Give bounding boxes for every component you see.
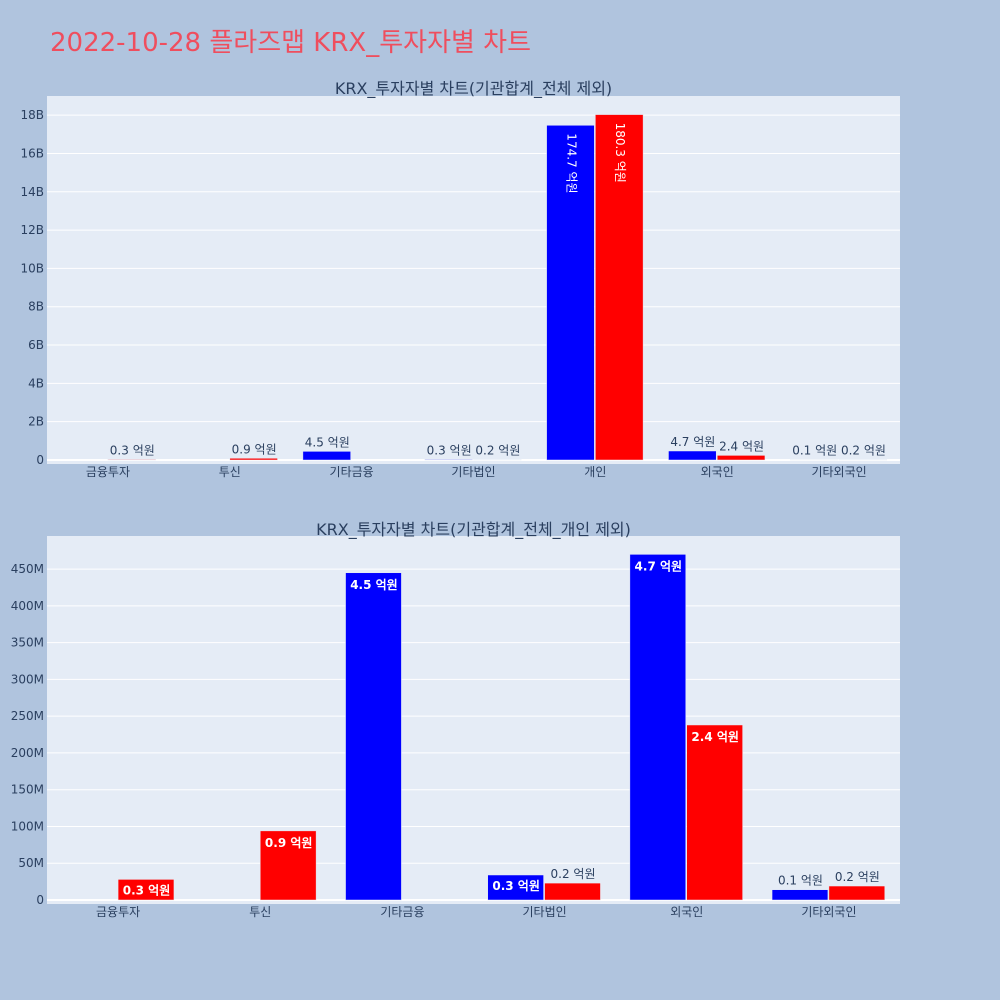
bar-series1[interactable]: [424, 459, 473, 461]
x-tick-label: 기타금융: [330, 465, 374, 479]
x-tick-label: 외국인: [701, 465, 734, 479]
data-label: 0.9 억원: [232, 442, 277, 456]
bar-series2[interactable]: [107, 459, 156, 461]
y-tick-label: 450M: [11, 562, 44, 576]
data-label: 4.7 억원: [635, 559, 683, 573]
y-tick-label: 8B: [28, 300, 44, 314]
x-tick-label: 투신: [219, 465, 241, 479]
data-label: 0.2 억원: [551, 867, 596, 881]
y-tick-label: 18B: [20, 108, 44, 122]
x-tick-label: 기타금융: [380, 905, 424, 919]
x-tick-label: 기타법인: [451, 465, 495, 479]
bar-series2[interactable]: [117, 879, 175, 901]
y-tick-label: 2B: [28, 415, 44, 429]
y-tick-label: 300M: [11, 672, 44, 686]
bar-series1[interactable]: [487, 874, 544, 901]
bar-series1[interactable]: [629, 554, 687, 901]
data-label: 0.2 억원: [475, 444, 520, 458]
page-title: 2022-10-28 플라즈맵 KRX_투자자별 차트: [50, 28, 532, 58]
bar-series2[interactable]: [686, 724, 743, 901]
chart-title: KRX_투자자별 차트(기관합계_전체_개인 제외): [316, 520, 631, 540]
data-label: 2.4 억원: [719, 439, 764, 453]
bar-series1[interactable]: [668, 450, 717, 461]
x-tick-label: 기타법인: [522, 905, 566, 919]
bar-series2[interactable]: [716, 455, 766, 461]
x-tick-label: 외국인: [670, 905, 703, 919]
data-label: 0.3 억원: [427, 443, 472, 457]
y-tick-label: 4B: [28, 376, 44, 390]
chart-title: KRX_투자자별 차트(기관합계_전체 제외): [335, 79, 612, 99]
y-tick-label: 150M: [11, 783, 44, 797]
data-label: 2.4 억원: [691, 730, 739, 744]
data-label: 0.1 억원: [778, 874, 823, 888]
bar-series1[interactable]: [302, 451, 351, 461]
x-tick-label: 개인: [584, 465, 606, 479]
y-tick-label: 16B: [20, 146, 44, 160]
data-label: 0.9 억원: [265, 836, 313, 850]
y-tick-label: 100M: [11, 819, 44, 833]
x-tick-label: 기타외국인: [811, 465, 866, 479]
chart-top: 0 2B 4B 6B 8B 10B 12B 14B 16B 18B KRX_투자자별 차트(기관합계…: [20, 79, 900, 479]
y-tick-label: 250M: [11, 709, 44, 723]
bar-series2[interactable]: [260, 830, 317, 901]
bar-series2[interactable]: [544, 882, 601, 901]
y-tick-label: 14B: [20, 185, 44, 199]
y-tick-label: 10B: [20, 261, 44, 275]
data-label: 4.5 억원: [350, 578, 398, 592]
data-label: 0.3 억원: [110, 443, 155, 457]
bar-series2[interactable]: [229, 458, 278, 461]
bar-series2[interactable]: [595, 114, 644, 461]
y-tick-label: 50M: [18, 856, 44, 870]
data-label: 180.3 억원: [613, 123, 627, 183]
y-tick-label: 400M: [11, 599, 44, 613]
y-tick-label: 6B: [28, 338, 44, 352]
data-label: 0.2 억원: [835, 870, 880, 884]
data-label: 0.1 억원: [792, 444, 837, 458]
bar-series1[interactable]: [345, 572, 402, 901]
x-tick-label: 기타외국인: [801, 905, 856, 919]
bar-series2[interactable]: [828, 885, 886, 901]
y-tick-label: 0: [36, 893, 44, 907]
data-label: 0.3 억원: [492, 879, 540, 893]
plot-area: [47, 96, 900, 464]
plot-area: [47, 536, 900, 904]
x-tick-label: 금융투자: [86, 465, 130, 479]
y-tick-label: 350M: [11, 636, 44, 650]
y-tick-label: 200M: [11, 746, 44, 760]
data-label: 0.2 억원: [841, 444, 886, 458]
y-tick-label: 0: [36, 453, 44, 467]
x-tick-label: 투신: [249, 905, 271, 919]
data-label: 4.5 억원: [305, 435, 350, 449]
bar-series1[interactable]: [546, 125, 595, 461]
bar-series1[interactable]: [771, 889, 829, 901]
data-label: 0.3 억원: [123, 883, 171, 897]
y-tick-label: 12B: [20, 223, 44, 237]
chart-bottom: 0 50M 100M 150M 200M 250M 300M 350M 400M 450M KRX_…: [11, 520, 900, 919]
data-label: 174.7 억원: [564, 133, 578, 193]
x-tick-label: 금융투자: [96, 905, 140, 919]
data-label: 4.7 억원: [670, 435, 715, 449]
